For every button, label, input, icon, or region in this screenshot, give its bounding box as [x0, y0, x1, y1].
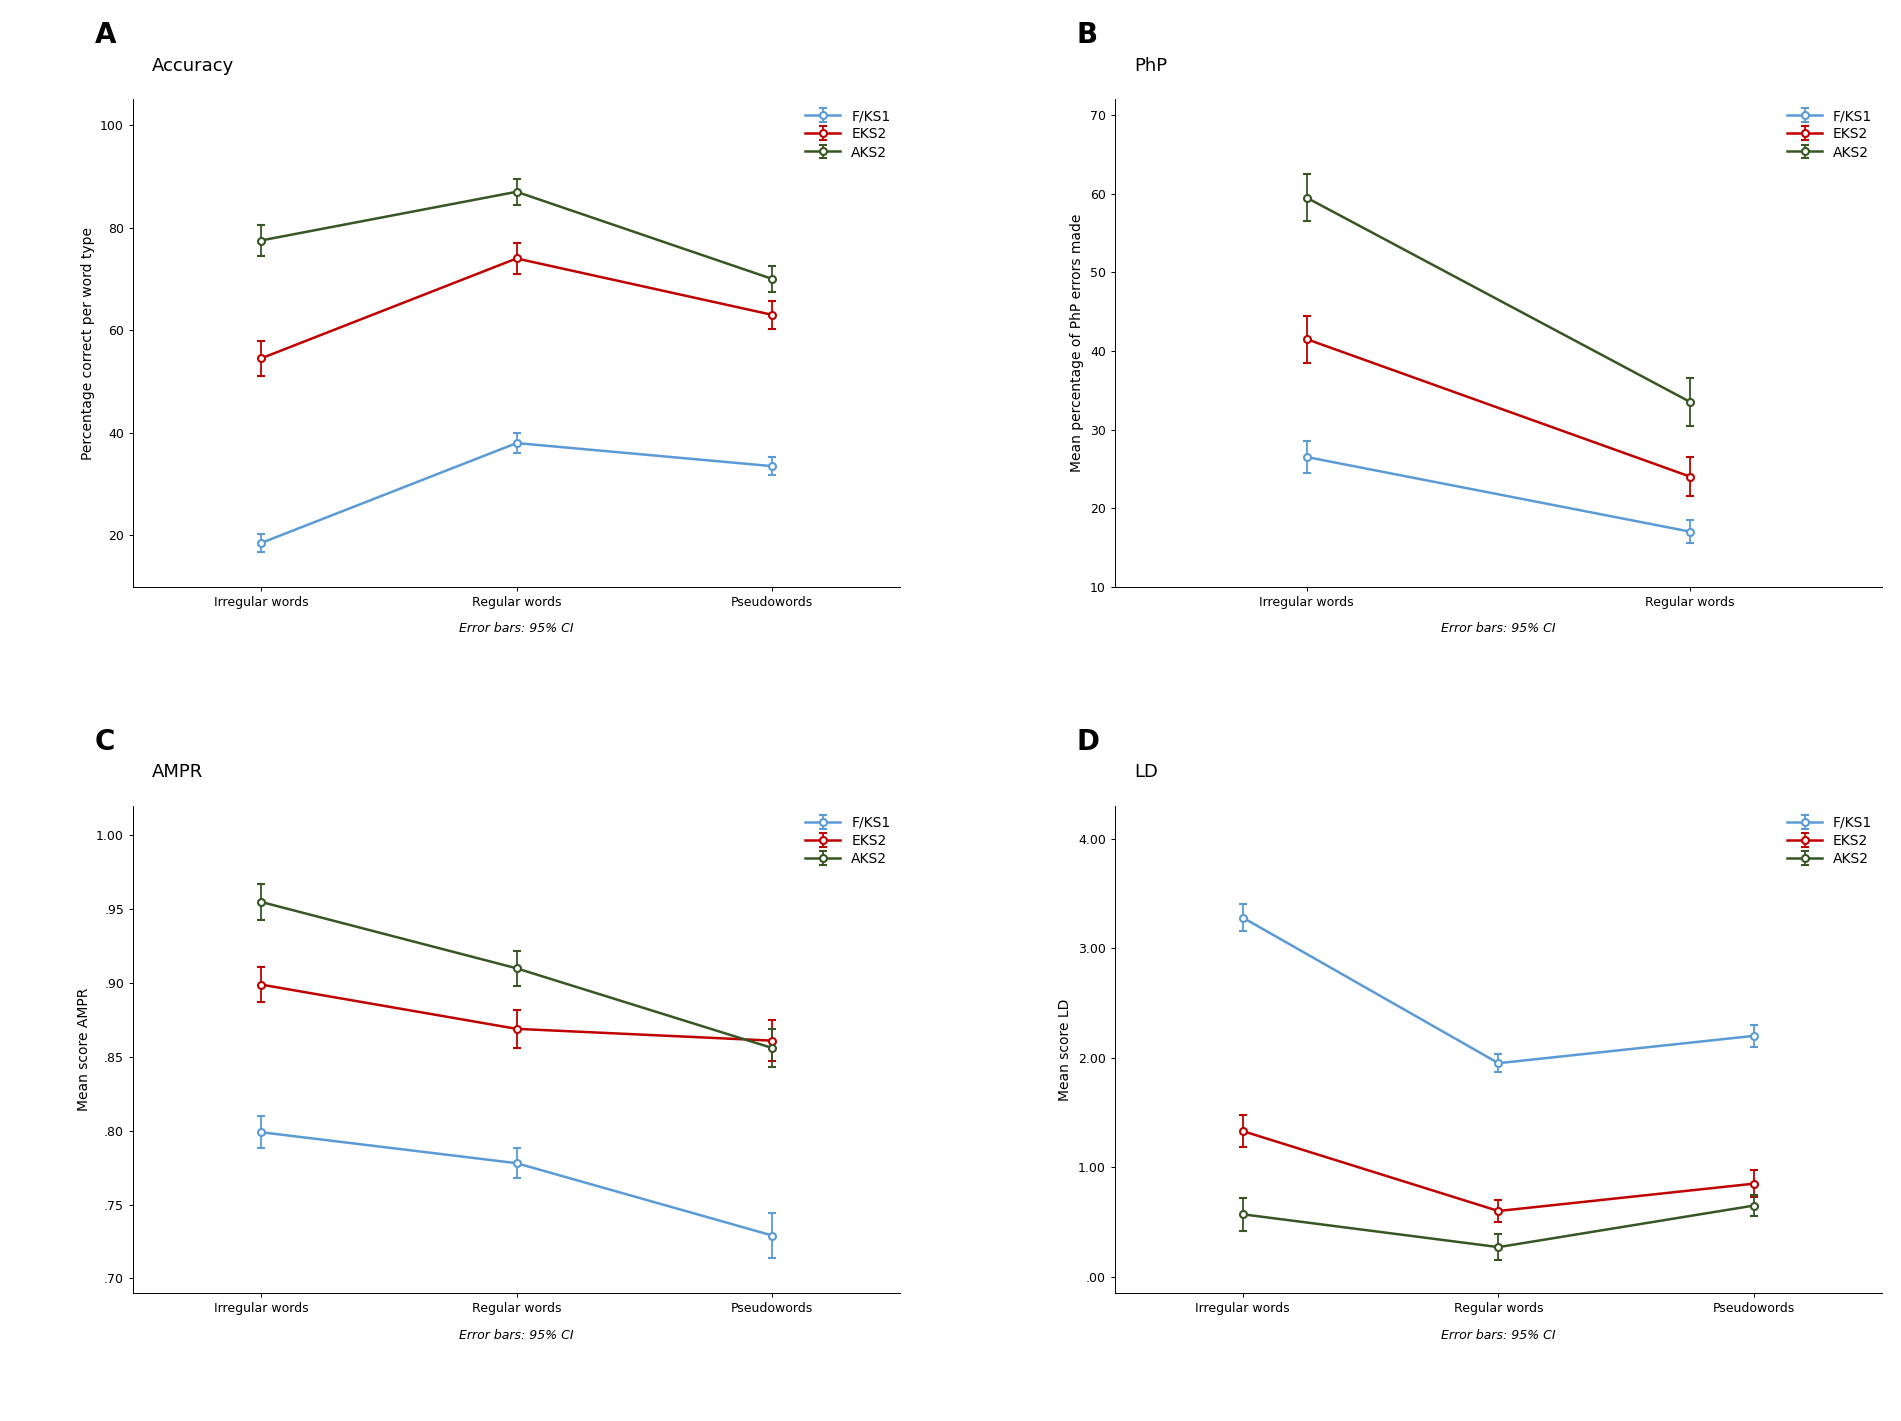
Text: Error bars: 95% CI: Error bars: 95% CI: [460, 1329, 574, 1341]
Text: B: B: [1076, 21, 1099, 50]
Text: PhP: PhP: [1133, 57, 1167, 75]
Text: AMPR: AMPR: [152, 763, 203, 782]
Text: C: C: [95, 728, 116, 756]
Text: D: D: [1076, 728, 1101, 756]
Y-axis label: Mean score AMPR: Mean score AMPR: [76, 988, 91, 1111]
Text: LD: LD: [1133, 763, 1158, 782]
Text: Error bars: 95% CI: Error bars: 95% CI: [460, 622, 574, 635]
Text: Error bars: 95% CI: Error bars: 95% CI: [1441, 1329, 1555, 1341]
Legend: F/KS1, EKS2, AKS2: F/KS1, EKS2, AKS2: [800, 810, 895, 871]
Legend: F/KS1, EKS2, AKS2: F/KS1, EKS2, AKS2: [1781, 104, 1878, 165]
Legend: F/KS1, EKS2, AKS2: F/KS1, EKS2, AKS2: [1781, 810, 1878, 871]
Text: Error bars: 95% CI: Error bars: 95% CI: [1441, 622, 1555, 635]
Y-axis label: Percentage correct per word type: Percentage correct per word type: [80, 226, 95, 459]
Text: A: A: [95, 21, 116, 50]
Y-axis label: Mean score LD: Mean score LD: [1059, 999, 1072, 1101]
Legend: F/KS1, EKS2, AKS2: F/KS1, EKS2, AKS2: [800, 104, 895, 165]
Y-axis label: Mean percentage of PhP errors made: Mean percentage of PhP errors made: [1070, 215, 1084, 472]
Text: Accuracy: Accuracy: [152, 57, 234, 75]
